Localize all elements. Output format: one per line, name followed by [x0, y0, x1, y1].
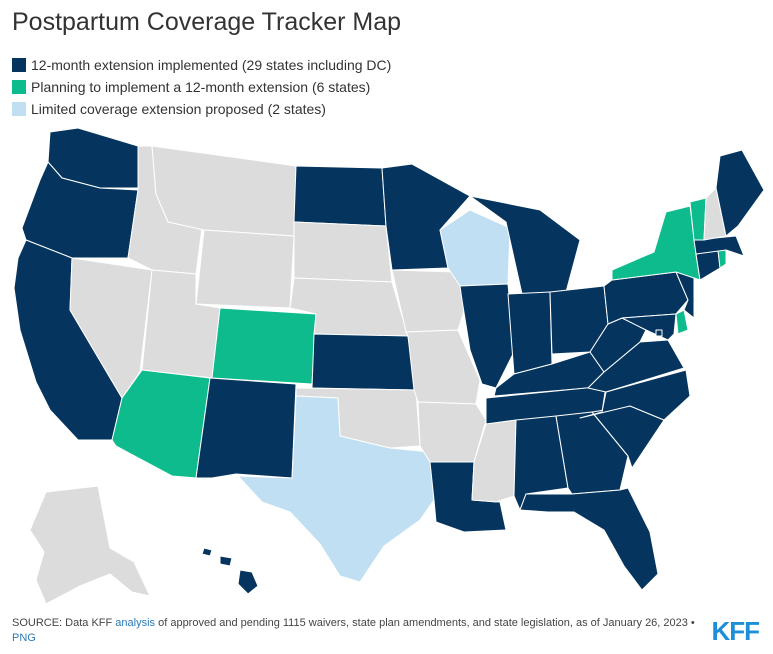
state-NY[interactable]: [611, 205, 701, 281]
state-CT[interactable]: [695, 249, 721, 281]
state-RI[interactable]: [717, 249, 727, 269]
legend-label-implemented: 12-month extension implemented (29 state…: [31, 57, 392, 73]
legend-item-implemented: 12-month extension implemented (29 state…: [12, 54, 391, 76]
source-note: SOURCE: Data KFF analysis of approved an…: [12, 616, 702, 646]
legend-item-planning: Planning to implement a 12-month extensi…: [12, 76, 391, 98]
state-ME[interactable]: [715, 149, 765, 237]
state-WY[interactable]: [195, 229, 295, 309]
state-DE[interactable]: [675, 309, 689, 335]
legend-label-planning: Planning to implement a 12-month extensi…: [31, 79, 371, 95]
state-NC[interactable]: [579, 369, 691, 421]
state-SD[interactable]: [293, 221, 393, 283]
state-AR[interactable]: [417, 401, 487, 463]
analysis-link[interactable]: analysis: [115, 617, 156, 629]
legend-swatch-limited: [12, 102, 26, 116]
state-IN[interactable]: [507, 291, 553, 375]
state-NM[interactable]: [195, 377, 297, 479]
png-link[interactable]: PNG: [12, 632, 36, 644]
source-suffix: of approved and pending 1115 waivers, st…: [155, 617, 695, 629]
legend-swatch-implemented: [12, 58, 26, 72]
legend-label-limited: Limited coverage extension proposed (2 s…: [31, 101, 326, 117]
kff-logo: KFF: [711, 616, 760, 646]
map-title: Postpartum Coverage Tracker Map: [12, 8, 402, 36]
state-MA[interactable]: [693, 235, 745, 257]
legend-swatch-planning: [12, 80, 26, 94]
source-prefix: SOURCE: Data KFF: [12, 617, 116, 629]
state-KS[interactable]: [311, 333, 417, 391]
state-DC[interactable]: [655, 329, 663, 337]
legend-item-limited: Limited coverage extension proposed (2 s…: [12, 98, 391, 120]
state-HI[interactable]: [201, 547, 259, 595]
state-ND[interactable]: [293, 165, 387, 227]
state-TX[interactable]: [237, 395, 435, 583]
state-OR[interactable]: [21, 161, 139, 259]
state-FL[interactable]: [519, 487, 659, 591]
state-AK[interactable]: [29, 485, 151, 605]
state-MT[interactable]: [151, 145, 297, 237]
legend: 12-month extension implemented (29 state…: [12, 54, 391, 120]
state-CO[interactable]: [211, 307, 317, 385]
